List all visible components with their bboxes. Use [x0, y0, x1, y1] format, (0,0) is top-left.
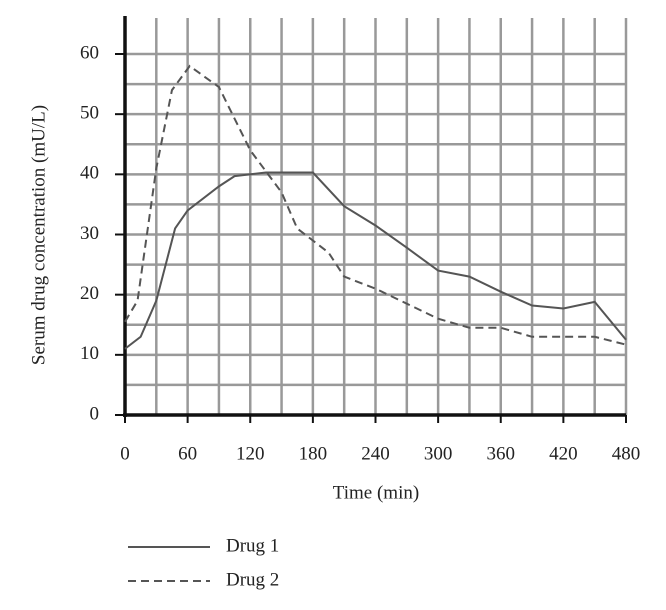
- x-tick-label: 240: [361, 443, 390, 464]
- y-tick-label: 30: [80, 223, 99, 244]
- y-tick-label: 20: [80, 283, 99, 304]
- x-tick-label: 360: [487, 443, 516, 464]
- series-line: [124, 64, 627, 346]
- y-tick-label: 0: [90, 403, 100, 424]
- x-tick-label: 60: [178, 443, 197, 464]
- series-line: [124, 171, 627, 350]
- y-axis-label: Serum drug concentration (mU/L): [28, 105, 49, 365]
- x-tick-label: 420: [549, 443, 578, 464]
- legend-label: Drug 1: [226, 535, 279, 556]
- y-tick-label: 50: [80, 103, 99, 124]
- legend-label: Drug 2: [226, 569, 279, 590]
- x-tick-label: 300: [424, 443, 453, 464]
- x-tick-label: 180: [299, 443, 328, 464]
- x-tick-label: 480: [612, 443, 641, 464]
- x-tick-label: 120: [236, 443, 265, 464]
- y-tick-label: 10: [80, 343, 99, 364]
- y-tick-label: 40: [80, 163, 99, 184]
- x-axis-label: Time (min): [333, 482, 419, 503]
- x-tick-label: 0: [120, 443, 130, 464]
- y-tick-label: 60: [80, 42, 99, 63]
